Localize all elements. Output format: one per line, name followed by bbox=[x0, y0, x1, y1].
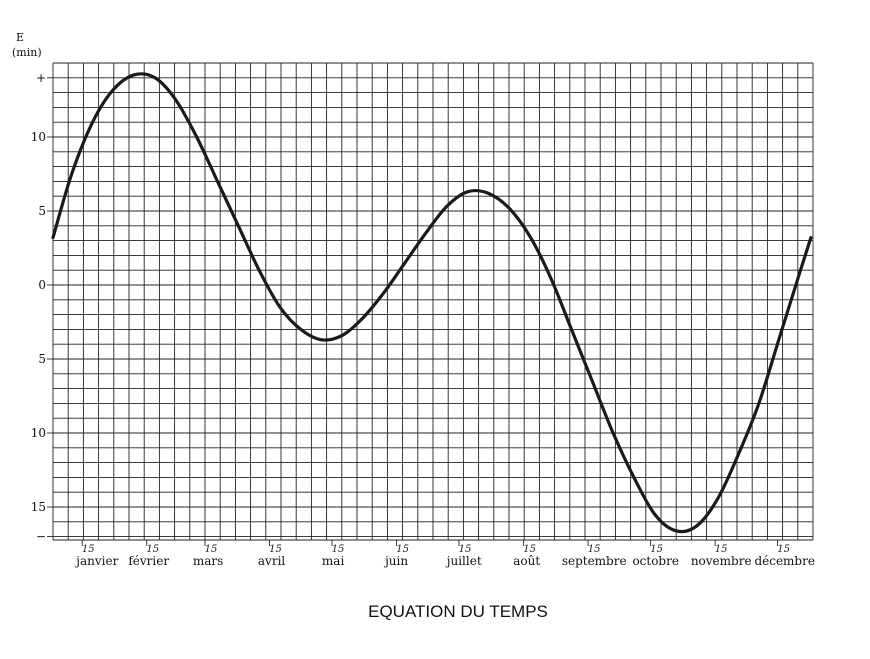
x-tick-label-11: décembre bbox=[754, 554, 815, 568]
y-tick-label-2: 5 bbox=[38, 204, 46, 218]
x-fifteen-label-7: 15 bbox=[523, 544, 536, 555]
y-tick-label-1: 10 bbox=[31, 130, 46, 144]
x-fifteen-label-5: 15 bbox=[396, 544, 409, 555]
x-tick-label-2: mars bbox=[193, 554, 223, 568]
y-tick-label-5: 10 bbox=[31, 426, 46, 440]
y-tick-label-3: 0 bbox=[38, 278, 46, 292]
x-tick-label-9: octobre bbox=[632, 554, 679, 568]
x-fifteen-label-10: 15 bbox=[715, 544, 728, 555]
x-tick-label-5: juin bbox=[383, 554, 408, 568]
y-axis-unit: (min) bbox=[12, 46, 42, 59]
x-tick-label-0: janvier bbox=[74, 554, 118, 568]
x-tick-label-7: août bbox=[513, 554, 540, 568]
x-tick-label-10: novembre bbox=[691, 554, 752, 568]
y-axis-title: E bbox=[16, 31, 24, 44]
vertical-grid bbox=[52, 63, 814, 540]
y-tick-label-7: − bbox=[36, 530, 46, 544]
x-fifteen-label-8: 15 bbox=[588, 544, 601, 555]
x-fifteen-label-11: 15 bbox=[777, 544, 790, 555]
y-axis-ticks: +10 5 0 5 10 15 − bbox=[31, 71, 53, 544]
x-fifteen-label-9: 15 bbox=[650, 544, 663, 555]
x-tick-label-3: avril bbox=[258, 554, 286, 568]
x-fifteen-label-2: 15 bbox=[205, 544, 218, 555]
y-tick-label-6: 15 bbox=[31, 500, 46, 514]
x-fifteen-label-4: 15 bbox=[332, 544, 345, 555]
x-tick-label-4: mai bbox=[322, 554, 345, 568]
x-fifteen-label-0: 15 bbox=[82, 544, 95, 555]
y-tick-label-0: + bbox=[36, 71, 46, 85]
chart-title: EQUATION DU TEMPS bbox=[368, 602, 548, 621]
x-fifteen-label-1: 15 bbox=[146, 544, 159, 555]
x-axis-ticks: janvier15février15mars15avril15mai15juin… bbox=[74, 540, 815, 568]
x-tick-label-8: septembre bbox=[562, 554, 627, 568]
x-fifteen-label-6: 15 bbox=[459, 544, 472, 555]
x-fifteen-label-3: 15 bbox=[269, 544, 282, 555]
x-tick-label-1: février bbox=[128, 554, 169, 568]
y-tick-label-4: 5 bbox=[38, 352, 46, 366]
series-line bbox=[51, 72, 813, 534]
x-tick-label-6: juillet bbox=[445, 554, 482, 568]
